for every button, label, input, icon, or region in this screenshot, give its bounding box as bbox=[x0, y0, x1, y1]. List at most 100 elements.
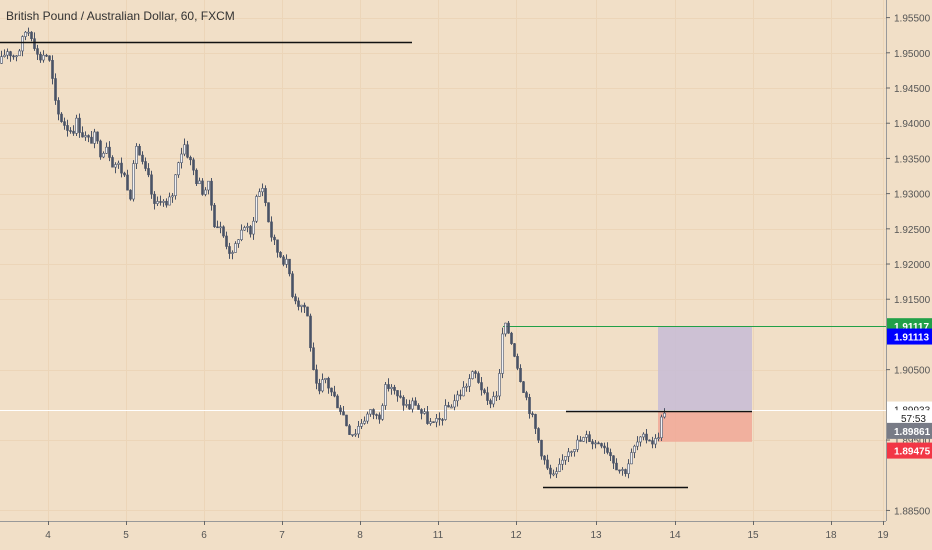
price-label-text: 1.91113 bbox=[894, 333, 929, 344]
candle-body bbox=[24, 31, 27, 37]
candle-body bbox=[0, 56, 3, 64]
candle-body bbox=[213, 204, 216, 228]
candle-body bbox=[306, 306, 309, 317]
candle-body bbox=[198, 180, 201, 185]
candle-body bbox=[153, 193, 156, 204]
candle-body bbox=[342, 411, 345, 416]
candle-body bbox=[141, 154, 144, 162]
candle-body bbox=[159, 201, 162, 203]
candle-body bbox=[405, 404, 408, 406]
candle-body bbox=[177, 162, 180, 176]
candle-body bbox=[234, 243, 237, 253]
candle-body bbox=[345, 414, 348, 427]
position-stop-zone bbox=[658, 411, 752, 442]
y-tick-label: 1.90500 bbox=[894, 366, 931, 377]
candle-body bbox=[57, 100, 60, 115]
candle-body bbox=[468, 378, 471, 387]
y-tick-label: 1.91500 bbox=[894, 295, 931, 306]
candle-body bbox=[606, 447, 609, 453]
candle-body bbox=[240, 229, 243, 240]
candle-body bbox=[648, 439, 651, 442]
candle-body bbox=[324, 377, 327, 380]
price-label-gray: 1.89861 bbox=[887, 422, 932, 439]
candle-body bbox=[267, 202, 270, 223]
candle-body bbox=[156, 201, 159, 204]
candle-body bbox=[18, 50, 21, 57]
candle-body bbox=[591, 441, 594, 445]
candle-body bbox=[555, 471, 558, 475]
candle-body bbox=[534, 414, 537, 429]
candle-body bbox=[642, 433, 645, 438]
candle-body bbox=[585, 434, 588, 438]
candle-body bbox=[492, 396, 495, 405]
candle-body bbox=[465, 385, 468, 388]
candle-body bbox=[636, 441, 639, 447]
candle-body bbox=[354, 433, 357, 436]
candle-body bbox=[282, 256, 285, 265]
candle-body bbox=[528, 397, 531, 414]
candle-body bbox=[480, 382, 483, 391]
candle-body bbox=[120, 162, 123, 174]
price-label-timer: 57:53 bbox=[887, 410, 932, 427]
candle-body bbox=[114, 164, 117, 168]
candle-body bbox=[201, 180, 204, 195]
candle-body bbox=[600, 443, 603, 447]
candle-body bbox=[216, 226, 219, 229]
candle-body bbox=[45, 54, 48, 57]
candle-body bbox=[315, 369, 318, 384]
candle-body bbox=[309, 315, 312, 349]
price-label-text: 1.89475 bbox=[894, 447, 931, 458]
candle-body bbox=[357, 426, 360, 435]
candle-body bbox=[9, 51, 12, 57]
x-tick-label: 5 bbox=[123, 530, 129, 541]
candle-body bbox=[300, 304, 303, 307]
candle-body bbox=[60, 113, 63, 122]
candle-body bbox=[447, 405, 450, 408]
candle-body bbox=[87, 135, 90, 138]
candle-body bbox=[90, 136, 93, 144]
candle-body bbox=[579, 439, 582, 442]
candle-body bbox=[336, 395, 339, 409]
candle-body bbox=[552, 473, 555, 476]
x-tick-label: 19 bbox=[877, 530, 889, 541]
x-tick-label: 14 bbox=[669, 530, 681, 541]
candle-body bbox=[108, 146, 111, 158]
candle-body bbox=[51, 60, 54, 79]
candle-body bbox=[279, 252, 282, 258]
candle-body bbox=[228, 246, 231, 254]
candle-body bbox=[78, 117, 81, 133]
candle-body bbox=[486, 392, 489, 401]
candle-body bbox=[210, 180, 213, 206]
candle-body bbox=[516, 356, 519, 369]
candle-body bbox=[618, 469, 621, 472]
candle-body bbox=[150, 174, 153, 195]
candle-body bbox=[204, 189, 207, 195]
candle-body bbox=[318, 383, 321, 392]
candle-body bbox=[369, 409, 372, 415]
candle-body bbox=[243, 227, 246, 231]
candle-body bbox=[48, 55, 51, 61]
y-tick-label: 1.95500 bbox=[894, 14, 931, 25]
candle-body bbox=[471, 371, 474, 379]
candle-body bbox=[489, 400, 492, 405]
candle-body bbox=[549, 467, 552, 475]
candle-body bbox=[75, 117, 78, 134]
candle-body bbox=[546, 459, 549, 469]
candle-body bbox=[96, 131, 99, 142]
candle-body bbox=[39, 53, 42, 61]
candle-body bbox=[225, 235, 228, 247]
candle-body bbox=[117, 162, 120, 165]
candle-body bbox=[381, 405, 384, 420]
candle-body bbox=[6, 51, 9, 56]
candle-body bbox=[657, 437, 660, 439]
price-label-bg bbox=[887, 442, 932, 459]
candle-body bbox=[54, 78, 57, 101]
candle-body bbox=[402, 397, 405, 406]
candle-body bbox=[384, 384, 387, 406]
candle-body bbox=[195, 169, 198, 185]
candle-body bbox=[171, 195, 174, 198]
candle-body bbox=[483, 389, 486, 394]
candle-body bbox=[63, 121, 66, 126]
